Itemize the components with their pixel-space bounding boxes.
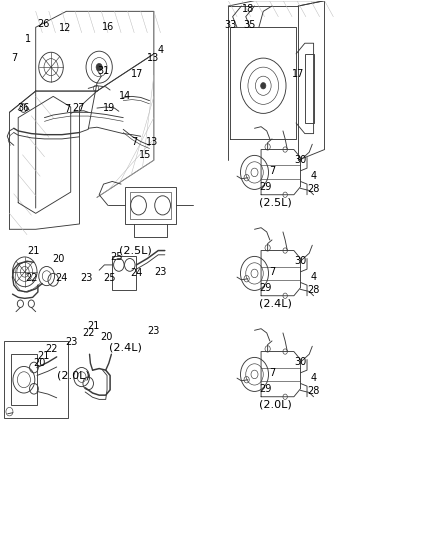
Text: 19: 19 bbox=[103, 103, 115, 113]
Text: 25: 25 bbox=[110, 252, 123, 262]
Text: 13: 13 bbox=[145, 136, 157, 147]
Text: 7: 7 bbox=[64, 103, 70, 114]
Text: (2.5L): (2.5L) bbox=[119, 246, 152, 255]
Text: 23: 23 bbox=[80, 273, 92, 283]
Text: 22: 22 bbox=[82, 328, 94, 338]
Text: 22: 22 bbox=[25, 273, 38, 283]
Text: (2.0L): (2.0L) bbox=[258, 400, 291, 410]
Text: 16: 16 bbox=[102, 22, 114, 33]
Text: 7: 7 bbox=[131, 136, 137, 147]
Bar bbox=[125, 187, 175, 224]
Text: 30: 30 bbox=[293, 357, 306, 367]
Text: 4: 4 bbox=[310, 272, 316, 282]
Text: 23: 23 bbox=[65, 337, 78, 347]
Text: 29: 29 bbox=[259, 182, 271, 192]
Text: (2.4L): (2.4L) bbox=[258, 298, 291, 309]
Text: 18: 18 bbox=[241, 4, 254, 14]
Text: 4: 4 bbox=[310, 171, 316, 181]
Bar bbox=[11, 354, 37, 405]
Text: 28: 28 bbox=[307, 286, 319, 295]
Text: 1: 1 bbox=[25, 34, 31, 44]
Bar bbox=[4, 341, 67, 418]
Text: 24: 24 bbox=[130, 268, 142, 278]
Text: 20: 20 bbox=[52, 254, 64, 263]
Text: 26: 26 bbox=[37, 19, 49, 29]
Text: 29: 29 bbox=[259, 283, 271, 293]
Text: 33: 33 bbox=[224, 20, 236, 30]
Text: 7: 7 bbox=[268, 267, 275, 277]
Text: 4: 4 bbox=[310, 373, 316, 383]
Text: 20: 20 bbox=[100, 332, 113, 342]
Circle shape bbox=[96, 63, 102, 71]
Text: 31: 31 bbox=[97, 66, 110, 76]
Text: (2.5L): (2.5L) bbox=[258, 198, 291, 208]
Text: 17: 17 bbox=[291, 69, 304, 79]
Text: 24: 24 bbox=[55, 273, 67, 283]
Text: 23: 23 bbox=[146, 326, 159, 336]
Text: 13: 13 bbox=[147, 53, 159, 62]
Text: 14: 14 bbox=[119, 91, 131, 101]
Text: (2.0L): (2.0L) bbox=[57, 370, 89, 381]
Text: 7: 7 bbox=[11, 53, 17, 62]
Text: 21: 21 bbox=[27, 246, 39, 255]
Text: 30: 30 bbox=[293, 155, 306, 165]
Text: 7: 7 bbox=[268, 166, 275, 176]
Bar bbox=[112, 256, 136, 290]
Text: 23: 23 bbox=[154, 267, 166, 277]
Text: 30: 30 bbox=[293, 256, 306, 266]
Bar bbox=[304, 54, 314, 123]
Text: 29: 29 bbox=[259, 384, 271, 394]
Bar bbox=[130, 192, 171, 219]
Text: 12: 12 bbox=[59, 23, 71, 34]
Text: 21: 21 bbox=[37, 351, 49, 361]
Text: 20: 20 bbox=[33, 358, 45, 368]
Text: 21: 21 bbox=[87, 321, 99, 331]
Text: 25: 25 bbox=[103, 273, 115, 283]
Text: 15: 15 bbox=[138, 150, 151, 160]
Text: 28: 28 bbox=[307, 386, 319, 397]
Text: 22: 22 bbox=[45, 344, 57, 354]
Text: 27: 27 bbox=[72, 103, 85, 113]
Text: 7: 7 bbox=[268, 368, 275, 378]
Text: 4: 4 bbox=[157, 45, 163, 54]
Text: 28: 28 bbox=[307, 184, 319, 195]
Text: 17: 17 bbox=[131, 69, 143, 79]
Circle shape bbox=[260, 83, 265, 89]
Text: (2.4L): (2.4L) bbox=[109, 342, 141, 352]
Text: 35: 35 bbox=[243, 20, 255, 30]
Text: 36: 36 bbox=[17, 103, 29, 113]
